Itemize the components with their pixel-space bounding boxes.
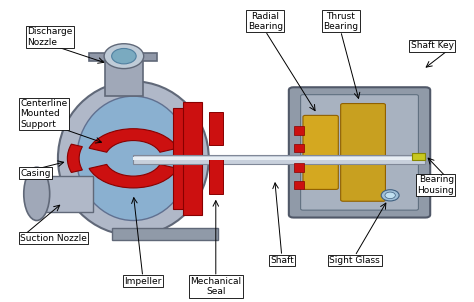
- Bar: [133, 155, 426, 164]
- Text: Centerline
Mounted
Support: Centerline Mounted Support: [20, 99, 67, 129]
- Circle shape: [112, 48, 136, 64]
- Wedge shape: [89, 164, 178, 188]
- Bar: [36, 176, 93, 212]
- FancyBboxPatch shape: [301, 95, 419, 210]
- Text: Shaft: Shaft: [270, 256, 293, 265]
- Circle shape: [385, 192, 395, 199]
- Text: Casing: Casing: [20, 169, 51, 178]
- Bar: [133, 157, 426, 160]
- Bar: [412, 153, 426, 159]
- Bar: [293, 163, 304, 172]
- Text: Bearing
Housing: Bearing Housing: [417, 175, 454, 195]
- Bar: [209, 112, 223, 145]
- Wedge shape: [67, 144, 82, 172]
- Text: Thrust
Bearing: Thrust Bearing: [323, 11, 358, 31]
- Text: Sight Glass: Sight Glass: [329, 256, 380, 265]
- Wedge shape: [89, 129, 178, 152]
- FancyBboxPatch shape: [341, 104, 385, 201]
- Ellipse shape: [77, 96, 190, 220]
- Wedge shape: [184, 144, 199, 172]
- Circle shape: [381, 190, 399, 201]
- Bar: [89, 53, 157, 61]
- Text: Discharge
Nozzle: Discharge Nozzle: [27, 27, 73, 47]
- Bar: [173, 108, 190, 209]
- Circle shape: [104, 44, 144, 69]
- Ellipse shape: [24, 167, 50, 220]
- Text: Impeller: Impeller: [124, 277, 162, 286]
- Text: Shaft Key: Shaft Key: [411, 41, 454, 50]
- Text: Mechanical
Seal: Mechanical Seal: [190, 277, 241, 296]
- Bar: [293, 126, 304, 135]
- Bar: [209, 157, 223, 194]
- Ellipse shape: [58, 81, 209, 235]
- Bar: [105, 55, 143, 96]
- Bar: [293, 144, 304, 153]
- Text: Radial
Bearing: Radial Bearing: [248, 11, 283, 31]
- FancyBboxPatch shape: [303, 115, 338, 189]
- Bar: [112, 229, 218, 240]
- Bar: [183, 102, 201, 215]
- Text: Suction Nozzle: Suction Nozzle: [20, 234, 87, 243]
- Bar: [293, 181, 304, 189]
- FancyBboxPatch shape: [289, 87, 430, 217]
